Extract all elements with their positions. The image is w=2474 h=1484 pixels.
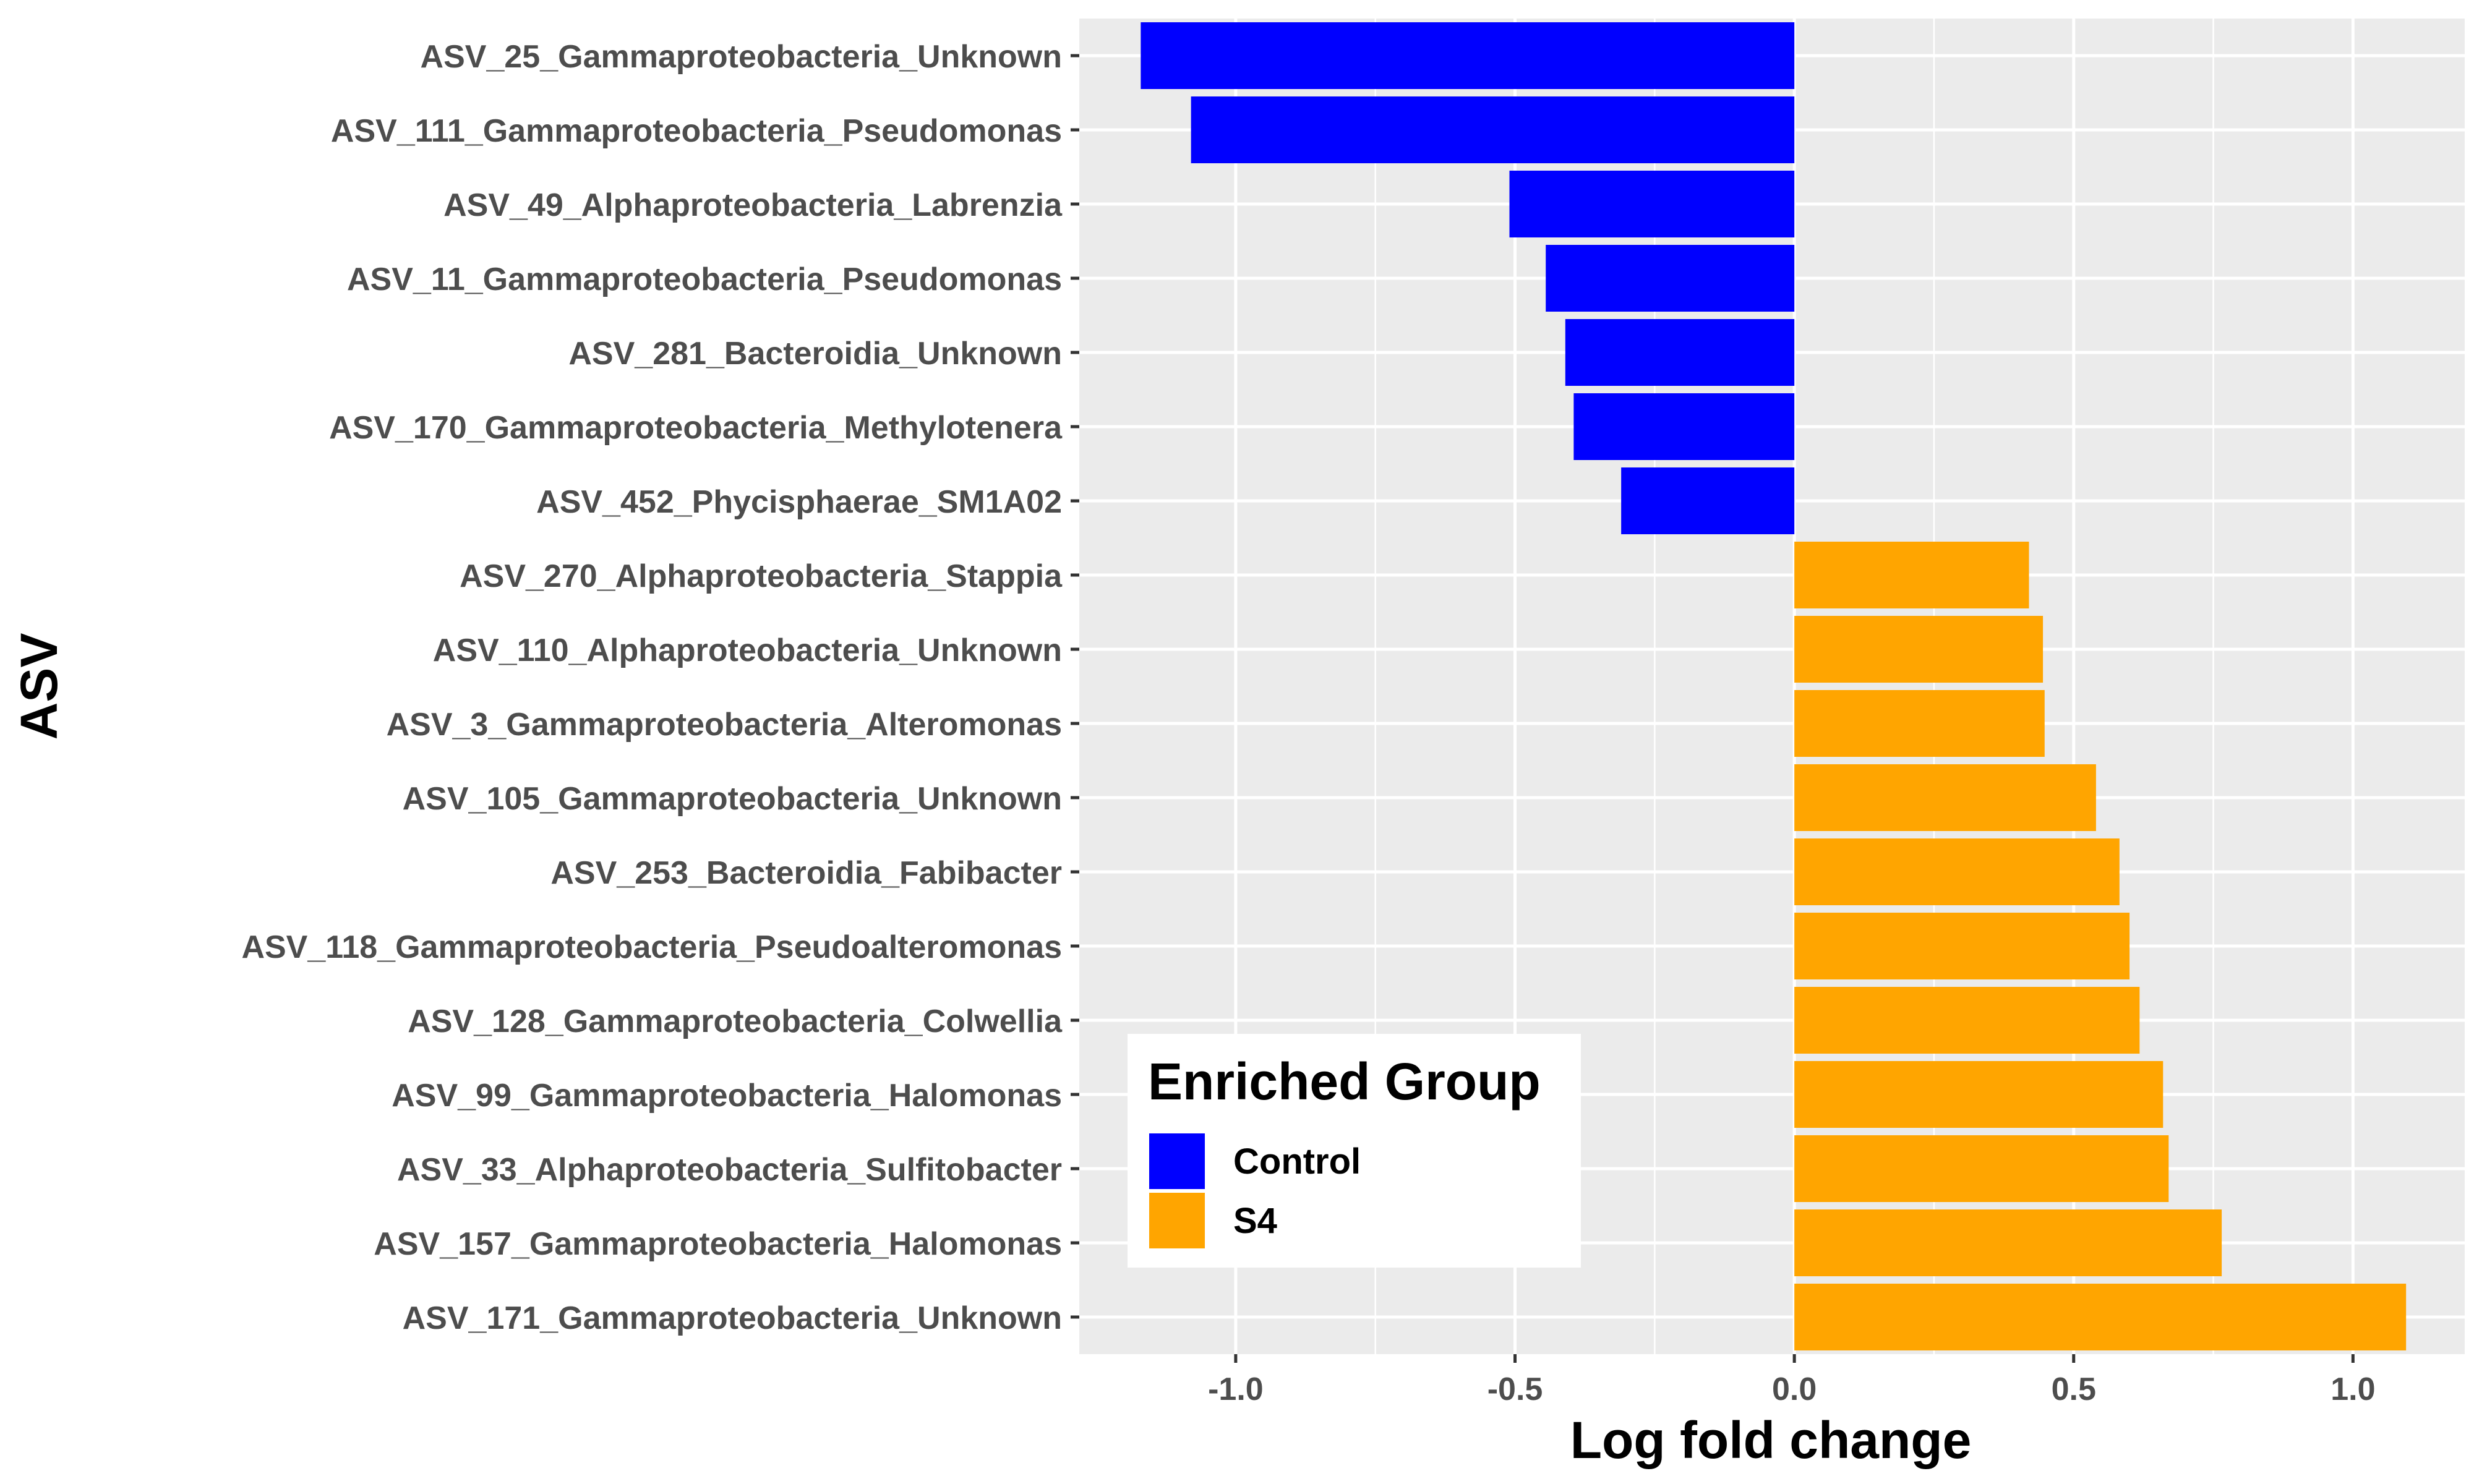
bar-asv-171-gammaproteobacteria-unknown	[1794, 1284, 2407, 1350]
bar-asv-270-alphaproteobacteria-stappia	[1794, 542, 2029, 608]
legend-key-control	[1149, 1133, 1205, 1189]
legend-key-s4	[1149, 1193, 1205, 1248]
bar-asv-452-phycisphaerae-sm1a02	[1621, 467, 1795, 534]
y-tick-label-4: ASV_281_Bacteroidia_Unknown	[568, 336, 1062, 372]
y-tick-label-17: ASV_171_Gammaproteobacteria_Unknown	[403, 1300, 1062, 1336]
x-tick-label-0: -1.0	[1208, 1371, 1264, 1407]
y-tick-label-14: ASV_99_Gammaproteobacteria_Halomonas	[392, 1078, 1062, 1114]
bar-asv-118-gammaproteobacteria-pseudoalteromonas	[1794, 913, 2130, 979]
bar-asv-11-gammaproteobacteria-pseudomonas	[1546, 245, 1795, 312]
bar-asv-99-gammaproteobacteria-halomonas	[1794, 1061, 2164, 1128]
y-tick-label-16: ASV_157_Gammaproteobacteria_Halomonas	[374, 1226, 1062, 1262]
legend-title: Enriched Group	[1148, 1052, 1541, 1111]
bar-asv-128-gammaproteobacteria-colwellia	[1794, 987, 2140, 1054]
y-tick-label-15: ASV_33_Alphaproteobacteria_Sulfitobacter	[397, 1152, 1062, 1188]
bar-asv-111-gammaproteobacteria-pseudomonas	[1191, 96, 1795, 163]
y-tick-label-6: ASV_452_Phycisphaerae_SM1A02	[536, 484, 1062, 520]
y-tick-label-3: ASV_11_Gammaproteobacteria_Pseudomonas	[347, 262, 1062, 297]
bar-asv-105-gammaproteobacteria-unknown	[1794, 764, 2096, 831]
bar-asv-253-bacteroidia-fabibacter	[1794, 838, 2120, 905]
bar-asv-157-gammaproteobacteria-halomonas	[1794, 1209, 2222, 1276]
x-tick-label-2: 0.0	[1772, 1371, 1817, 1407]
y-tick-label-9: ASV_3_Gammaproteobacteria_Alteromonas	[387, 707, 1062, 743]
y-tick-label-5: ASV_170_Gammaproteobacteria_Methylotener…	[329, 410, 1063, 446]
legend: Enriched Group Control S4	[1128, 1034, 1581, 1268]
bar-asv-281-bacteroidia-unknown	[1565, 319, 1795, 386]
y-tick-label-10: ASV_105_Gammaproteobacteria_Unknown	[403, 781, 1062, 817]
y-tick-label-8: ASV_110_Alphaproteobacteria_Unknown	[433, 633, 1062, 668]
x-axis-tick-labels: -1.0 -0.5 0.0 0.5 1.0	[1208, 1371, 2375, 1407]
bar-asv-170-gammaproteobacteria-methylotenera	[1573, 393, 1795, 460]
bar-asv-25-gammaproteobacteria-unknown	[1141, 22, 1795, 89]
legend-label-s4: S4	[1233, 1201, 1277, 1241]
x-axis-title: Log fold change	[1570, 1411, 1972, 1469]
y-axis-title: ASV	[10, 633, 68, 740]
legend-label-control: Control	[1233, 1141, 1361, 1182]
bar-asv-49-alphaproteobacteria-labrenzia	[1509, 171, 1795, 237]
y-tick-label-1: ASV_111_Gammaproteobacteria_Pseudomonas	[331, 113, 1062, 149]
y-tick-label-11: ASV_253_Bacteroidia_Fabibacter	[550, 855, 1062, 891]
bars	[1141, 22, 2407, 1350]
y-tick-label-12: ASV_118_Gammaproteobacteria_Pseudoaltero…	[241, 929, 1062, 965]
x-axis-ticks	[1234, 1354, 2355, 1363]
y-tick-label-2: ASV_49_Alphaproteobacteria_Labrenzia	[443, 187, 1063, 223]
y-tick-label-7: ASV_270_Alphaproteobacteria_Stappia	[460, 558, 1063, 594]
y-axis-ticks	[1071, 54, 1079, 1319]
bar-asv-33-alphaproteobacteria-sulfitobacter	[1794, 1135, 2169, 1202]
x-tick-label-3: 0.5	[2052, 1371, 2096, 1407]
y-tick-label-13: ASV_128_Gammaproteobacteria_Colwellia	[408, 1004, 1063, 1039]
bar-asv-3-gammaproteobacteria-alteromonas	[1794, 690, 2045, 757]
x-tick-label-4: 1.0	[2331, 1371, 2375, 1407]
bar-asv-110-alphaproteobacteria-unknown	[1794, 616, 2044, 683]
y-axis-tick-labels: ASV_25_Gammaproteobacteria_Unknown ASV_11…	[241, 39, 1063, 1336]
x-tick-label-1: -0.5	[1487, 1371, 1543, 1407]
y-tick-label-0: ASV_25_Gammaproteobacteria_Unknown	[421, 39, 1062, 75]
